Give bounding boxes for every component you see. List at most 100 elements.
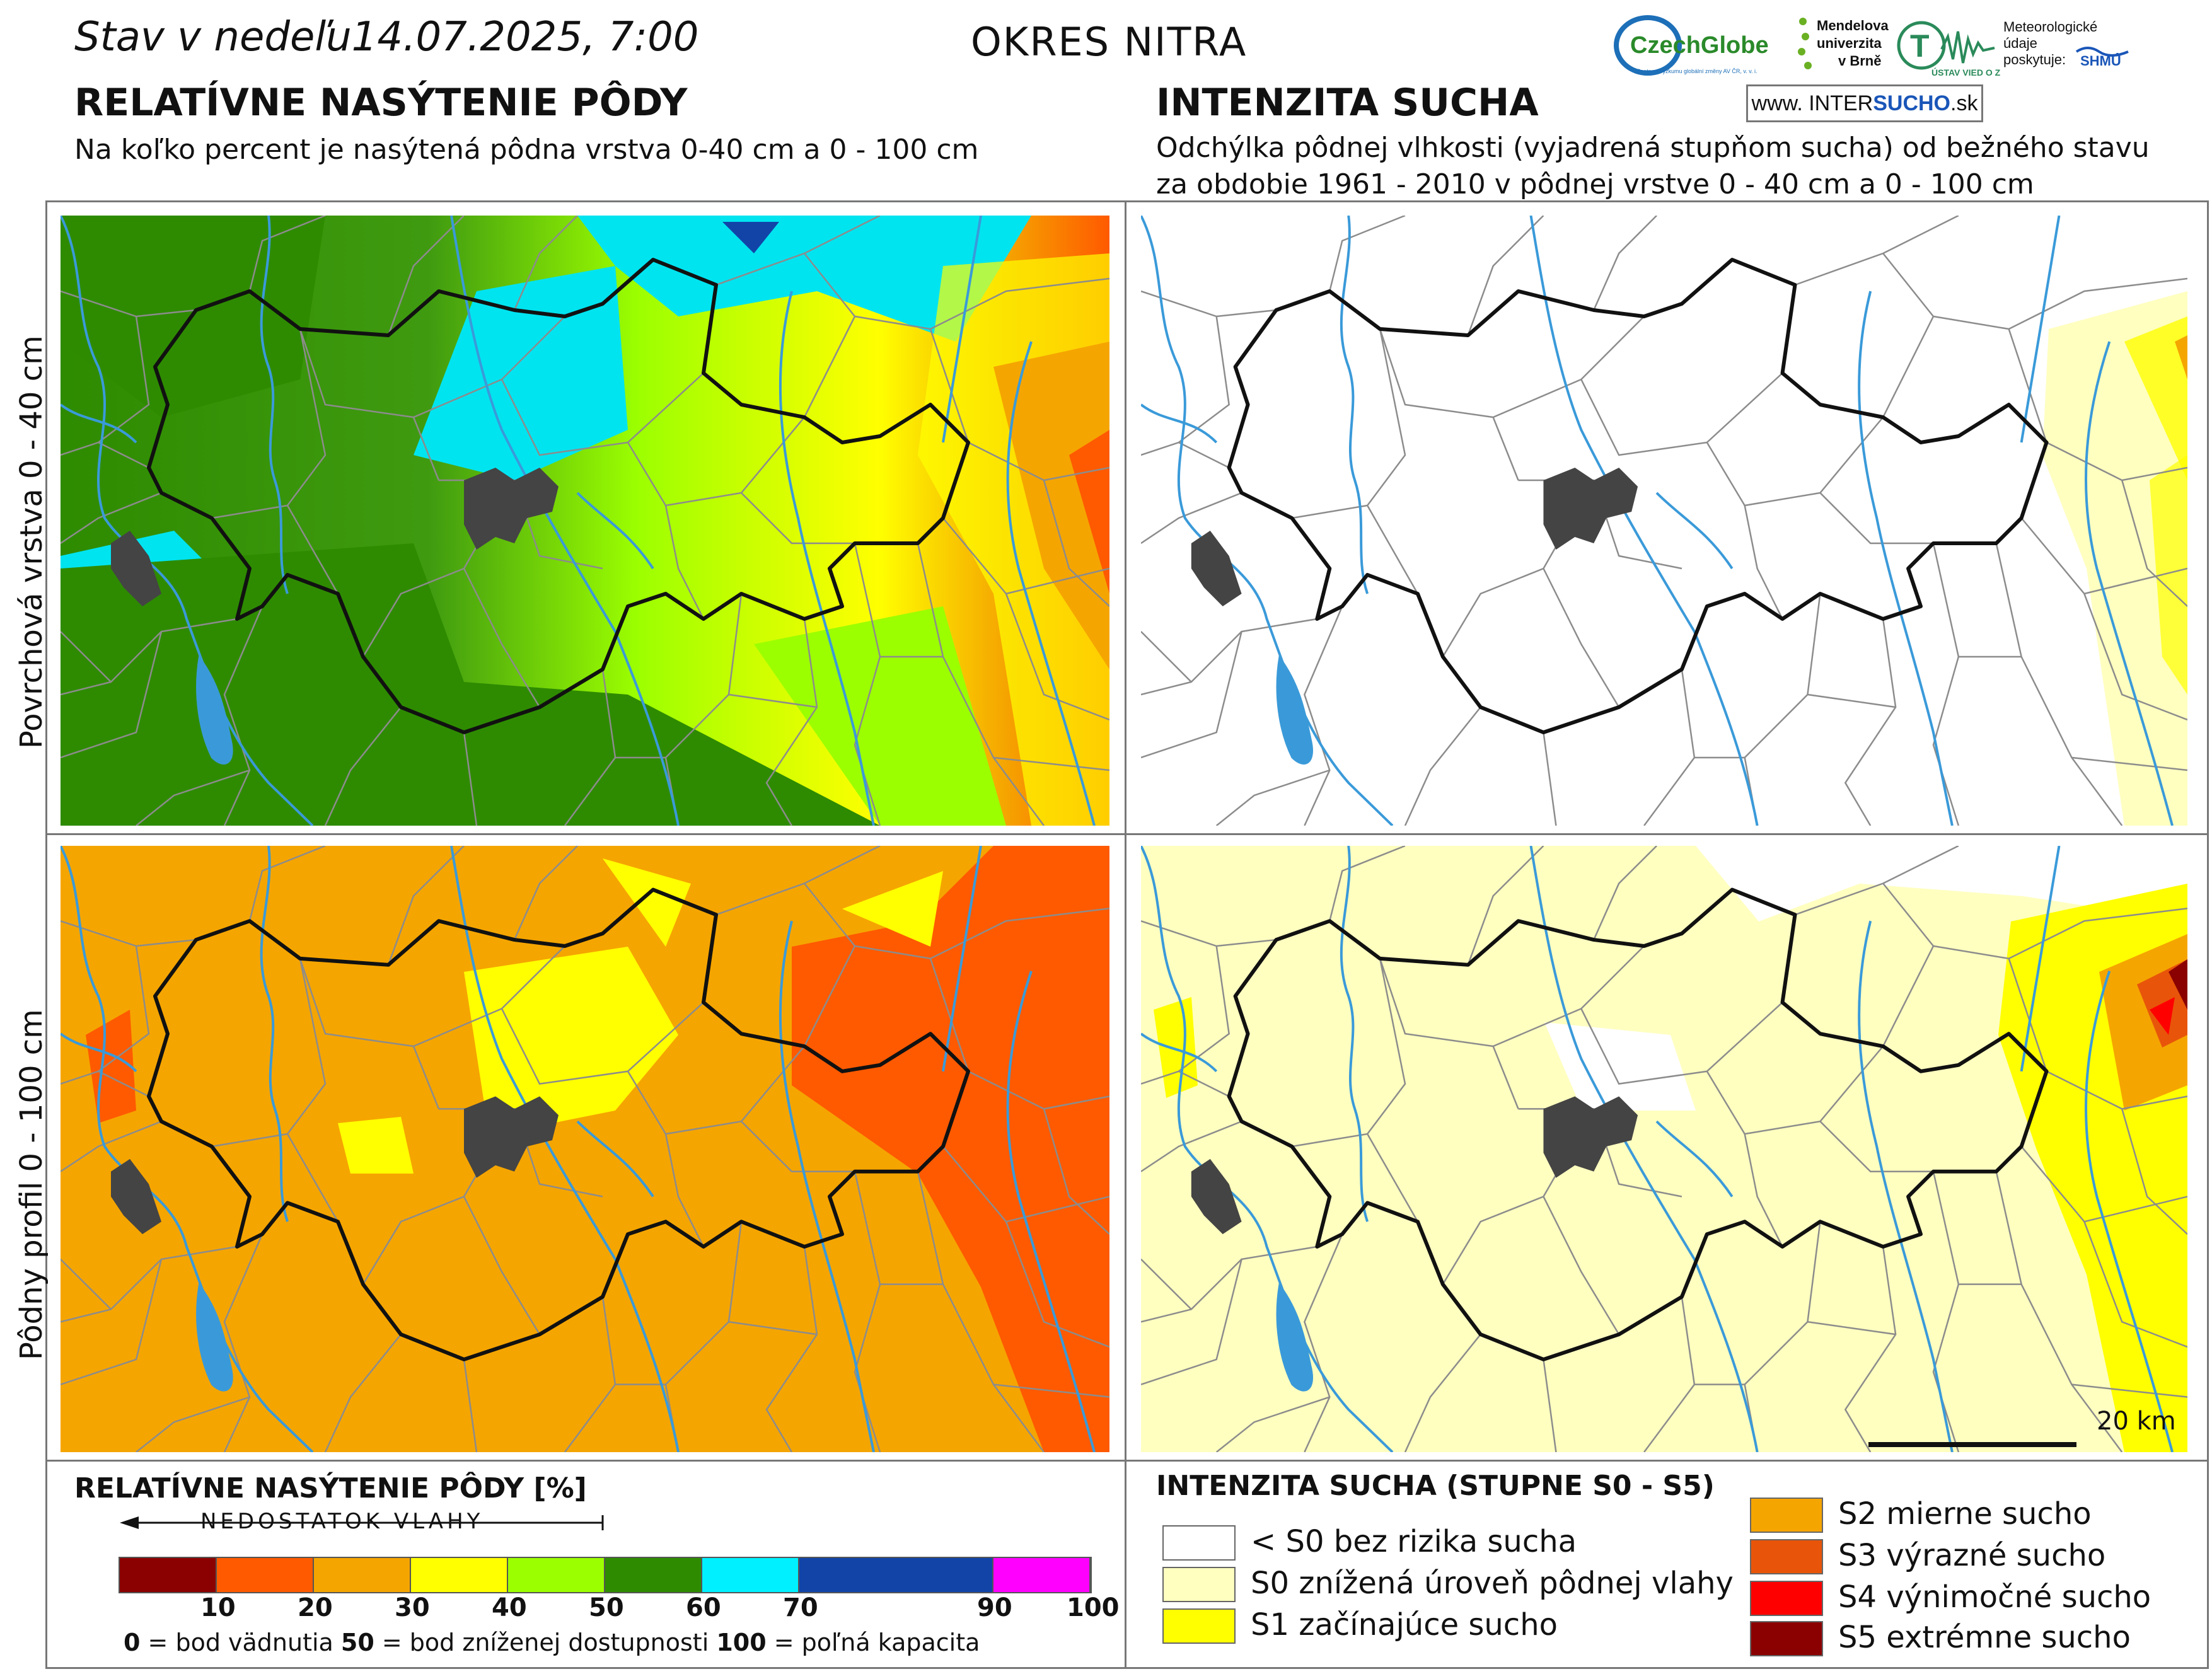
municipal-boundary — [1543, 568, 1620, 708]
meteo-line3: poskytuje: — [2003, 52, 2066, 67]
river — [779, 920, 875, 1452]
drought-title: INTENZITA SUCHA — [1156, 81, 1539, 125]
municipal-boundary — [1141, 1259, 1242, 1385]
municipal-boundary — [501, 372, 704, 456]
municipal-boundary — [1593, 216, 1657, 311]
municipal-boundary — [1292, 958, 1406, 1148]
note-50-value: 50 — [340, 1629, 374, 1656]
municipal-boundary — [2121, 1109, 2187, 1235]
municipal-boundary — [1292, 328, 1406, 519]
map-drought-topsoil — [1141, 216, 2187, 826]
municipal-boundary — [1807, 693, 1896, 708]
saturation-colorbar — [119, 1557, 1092, 1593]
municipal-boundary — [1744, 505, 1783, 620]
river — [2084, 341, 2174, 826]
municipal-boundary — [1819, 1121, 1933, 1173]
moisture-deficit-arrow — [120, 1515, 605, 1530]
town-nitra — [464, 468, 559, 550]
municipal-boundary — [1141, 618, 1317, 696]
municipal-boundary — [1543, 1359, 1557, 1452]
town-nitra — [1543, 1096, 1638, 1178]
river — [61, 403, 137, 444]
municipal-boundary — [463, 732, 478, 826]
municipal-boundary — [61, 618, 238, 696]
saturation-subtitle: Na koľko percent je nasýtená pôdna vrstv… — [74, 134, 979, 166]
municipal-boundary — [1995, 543, 2123, 826]
reservoir — [1276, 655, 1313, 765]
river — [1529, 846, 1759, 1452]
municipal-boundary — [1467, 846, 1544, 966]
river — [942, 216, 982, 443]
colorbar-bin — [799, 1558, 993, 1592]
municipal-boundary — [61, 1245, 238, 1323]
municipal-boundary — [765, 1246, 818, 1452]
mendel-logo: Mendelova univerzita v Brně — [1794, 15, 1889, 84]
municipal-boundary — [1141, 316, 1230, 456]
municipal-boundary — [2084, 567, 2187, 595]
municipal-boundary — [513, 846, 578, 940]
river — [942, 846, 982, 1072]
municipal-boundary — [1404, 707, 1481, 826]
municipal-boundary — [1882, 316, 1935, 418]
reservoir — [1276, 1283, 1313, 1392]
colorbar-tick-label: 60 — [686, 1593, 721, 1622]
intersucho-post: .sk — [1950, 91, 1978, 115]
colorbar-bin — [120, 1558, 217, 1592]
municipal-boundary — [248, 216, 326, 292]
municipal-boundary — [1995, 1171, 2123, 1452]
note-0-value: 0 — [124, 1629, 141, 1656]
municipal-boundary — [1795, 846, 1959, 916]
municipal-boundary — [299, 958, 440, 1109]
municipal-boundary — [211, 958, 327, 1148]
municipal-boundary — [741, 1121, 855, 1173]
colorbar-bin — [411, 1558, 508, 1592]
shmu-logo: SHMÚ — [2074, 40, 2131, 69]
municipal-boundary — [463, 1359, 478, 1452]
frame-divider-middle — [45, 833, 2209, 835]
river — [260, 216, 289, 594]
municipal-boundary — [1593, 846, 1657, 940]
municipal-boundary — [2008, 328, 2047, 443]
intersucho-link[interactable]: www. INTER SUCHO .sk — [1746, 84, 1983, 122]
municipal-boundary — [804, 882, 1109, 960]
river — [779, 291, 875, 826]
town-nitra — [1543, 468, 1638, 550]
municipal-boundary — [286, 505, 339, 594]
moisture-deficit-label: NEDOSTATOK VLAHY — [200, 1509, 484, 1534]
town-secondary — [1191, 531, 1242, 606]
municipal-boundary — [627, 1046, 805, 1135]
municipal-boundary — [1367, 1133, 1419, 1222]
municipal-boundary — [1543, 732, 1557, 826]
map-overlay — [1141, 846, 2187, 1452]
municipal-boundary — [61, 945, 150, 1085]
town-secondary — [111, 531, 161, 606]
river — [576, 1120, 654, 1198]
municipal-boundary — [1882, 945, 1935, 1047]
row-label-profile: Pôdny profil 0 - 100 cm — [14, 1009, 49, 1360]
colorbar-bin — [508, 1558, 605, 1592]
municipal-boundary — [1304, 606, 1343, 826]
municipal-boundary — [324, 1334, 402, 1452]
drought-legend-swatch — [1162, 1608, 1236, 1644]
colorbar-bin — [702, 1558, 799, 1592]
municipal-boundary — [1141, 1121, 1242, 1172]
district-border — [147, 258, 970, 734]
frame-divider-bottom — [45, 1460, 2209, 1462]
note-100-value: 100 — [716, 1629, 767, 1656]
drought-legend-label: < S0 bez rizika sucha — [1251, 1524, 1577, 1559]
mendel-line2: univerzita — [1817, 35, 1882, 51]
municipal-boundary — [2020, 517, 2187, 721]
municipal-boundary — [1367, 505, 1419, 594]
shmu-wordmark: SHMÚ — [2080, 53, 2121, 68]
municipal-boundary — [2121, 480, 2187, 607]
drought-legend-swatch — [1750, 1621, 1823, 1656]
municipal-boundary — [1819, 492, 1933, 545]
municipal-boundary — [61, 1259, 163, 1385]
municipal-boundary — [803, 945, 856, 1047]
note-100-text: = poľná kapacita — [766, 1629, 980, 1656]
town-secondary — [111, 1158, 161, 1235]
municipal-boundary — [1215, 769, 1330, 826]
municipal-boundary — [1043, 480, 1109, 607]
map-overlay — [61, 846, 1109, 1452]
river — [1141, 403, 1218, 444]
